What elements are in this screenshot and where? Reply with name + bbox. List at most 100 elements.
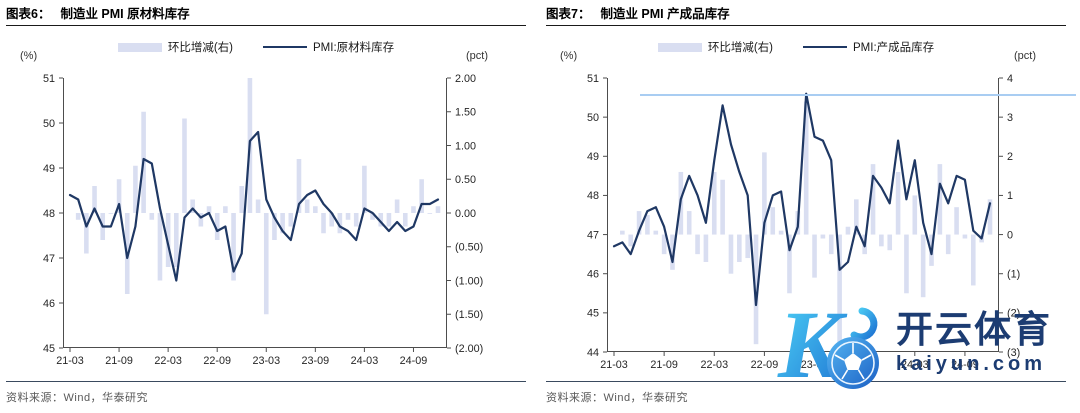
left-tick-label: 51	[43, 73, 55, 85]
mom-change-bar	[912, 195, 918, 235]
mom-change-bar	[703, 234, 709, 262]
mom-change-bar	[174, 213, 179, 267]
mom-change-bar	[313, 206, 318, 213]
mom-change-bar	[803, 101, 809, 235]
mom-change-bar	[887, 234, 893, 251]
mom-change-bar	[753, 234, 759, 345]
x-tick-label: 23-09	[302, 355, 330, 367]
legend-item-line: PMI:产成品库存	[803, 39, 934, 55]
mom-change-bar	[280, 213, 285, 234]
pmi-line	[612, 92, 992, 307]
mom-change-bar	[345, 213, 351, 220]
x-tick-label: 23-03	[801, 359, 829, 371]
right-tick-label: 2	[1007, 151, 1013, 163]
line-swatch-icon	[803, 46, 848, 48]
left-tick-label: 46	[587, 269, 599, 281]
mom-change-bar	[370, 213, 375, 220]
mom-change-bar	[272, 213, 277, 240]
mom-change-bar	[945, 234, 951, 255]
right-axis-unit: (pct)	[466, 50, 488, 62]
right-tick-label: (1.50)	[455, 309, 483, 321]
mom-change-bar	[737, 234, 742, 262]
line-swatch-icon	[263, 46, 308, 48]
right-tick-label: 1.50	[455, 107, 476, 119]
source-note: 资料来源：Wind，华泰研究	[546, 381, 1066, 405]
mom-change-bar	[728, 234, 734, 274]
left-tick-label: 50	[43, 118, 55, 130]
mom-change-bar	[954, 207, 959, 235]
mom-change-bar	[762, 152, 767, 235]
right-tick-label: 3	[1007, 112, 1013, 124]
bar-swatch-icon	[117, 42, 162, 52]
left-tick-label: 48	[587, 190, 599, 202]
mom-change-bar	[378, 213, 384, 227]
figure-title-text: 制造业 PMI 产成品库存	[600, 7, 730, 21]
left-axis-unit: (%)	[20, 50, 38, 62]
left-tick-label: 49	[43, 163, 55, 175]
left-axis-unit: (%)	[560, 50, 578, 62]
pmi-line	[68, 130, 440, 282]
mom-change-bar	[223, 206, 228, 213]
mom-change-bar	[394, 199, 400, 213]
mom-change-bar	[837, 234, 842, 345]
right-tick-label: 2.00	[455, 73, 476, 85]
mom-change-bar	[288, 213, 294, 227]
mom-change-bar	[108, 213, 114, 214]
mom-change-bar	[686, 211, 692, 235]
figure-number: 图表7：	[546, 7, 591, 21]
mom-change-bar	[419, 179, 424, 213]
mom-change-bar	[157, 213, 163, 281]
legend-item-bar: 环比增减(右)	[117, 39, 234, 55]
mom-change-bar	[321, 213, 326, 234]
mom-change-bar	[920, 234, 926, 298]
x-tick-label: 21-03	[56, 355, 84, 367]
figure-number: 图表6：	[6, 7, 51, 21]
mom-change-bar	[695, 234, 700, 255]
x-tick-label: 24-03	[351, 355, 379, 367]
mom-change-bar	[296, 159, 302, 213]
mom-change-bar	[962, 234, 968, 239]
mom-change-bar	[620, 230, 625, 235]
mom-change-bar	[720, 179, 725, 235]
mom-change-bar	[116, 179, 122, 213]
x-tick-label: 21-09	[650, 359, 678, 371]
right-tick-label: 1	[1007, 190, 1013, 202]
legend-bar-label: 环比增减(右)	[707, 42, 774, 54]
bar-swatch-icon	[657, 42, 702, 52]
mom-change-bar	[427, 213, 433, 214]
right-tick-label: 0.50	[455, 174, 476, 186]
mom-change-bar	[75, 213, 81, 220]
mom-change-bar	[214, 213, 220, 240]
watermark-underline	[640, 94, 1076, 96]
mom-change-bar	[92, 186, 97, 213]
left-tick-label: 51	[587, 73, 599, 85]
right-tick-label: 1.00	[455, 140, 476, 152]
legend-line-label: PMI:产成品库存	[853, 42, 935, 54]
mom-change-bar	[231, 213, 236, 281]
mom-change-bar	[711, 171, 717, 235]
mom-change-bar	[870, 164, 876, 235]
left-tick-label: 45	[587, 308, 599, 320]
mom-change-bar	[304, 199, 310, 213]
title-divider	[546, 25, 1066, 26]
source-note: 资料来源：Wind，华泰研究	[6, 381, 526, 405]
mom-change-bar	[190, 199, 195, 213]
mom-change-bar	[206, 206, 212, 213]
x-tick-label: 24-09	[400, 355, 428, 367]
mom-change-bar	[645, 215, 650, 235]
title-divider	[6, 25, 526, 26]
mom-change-bar	[820, 234, 826, 239]
mom-change-bar	[628, 234, 634, 247]
legend-bar-label: 环比增减(右)	[167, 42, 234, 54]
x-tick-label: 24-09	[951, 359, 979, 371]
mom-change-bar	[84, 213, 89, 254]
right-tick-label: (3)	[1007, 347, 1020, 359]
figure-6-panel: 图表6： 制造业 PMI 原材料库存 环比增减(右) PMI:原材料库存 (%) …	[6, 7, 526, 405]
figure-6-chart: 51 50 49 48 47 46 45 2.00 1.50 1.00 0.50 0.00 (0.50)…	[43, 73, 483, 367]
mom-change-bar	[653, 230, 659, 235]
right-tick-label: (0.50)	[455, 242, 483, 254]
mom-change-bar	[987, 199, 993, 235]
right-tick-label: (2)	[1007, 308, 1020, 320]
legend-item-bar: 环比增减(右)	[657, 39, 774, 55]
